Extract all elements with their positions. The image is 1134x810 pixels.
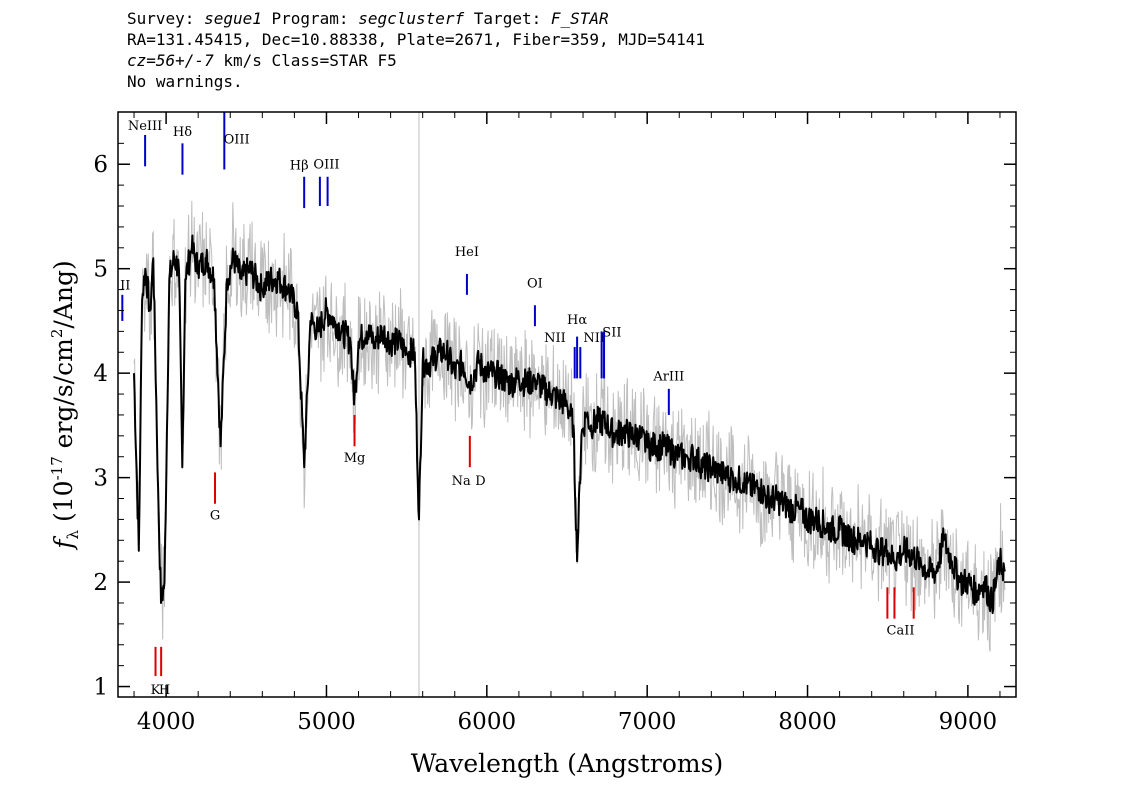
x-axis-title: Wavelength (Angstroms) xyxy=(411,749,723,778)
x-tick-label: 9000 xyxy=(939,709,998,735)
error-band-series xyxy=(133,200,1006,652)
target-label: Target: xyxy=(464,9,551,28)
y-tick-label: 1 xyxy=(93,675,108,701)
spectrum-header: Survey: segue1 Program: segclusterf Targ… xyxy=(127,8,705,92)
redshift-value: cz=56+/-7 xyxy=(127,51,214,70)
absorption-label-6: CaII xyxy=(887,623,915,638)
class-value: km/s Class=STAR F5 xyxy=(213,51,397,70)
absorption-label-2: G xyxy=(210,508,220,523)
y-tick-label: 5 xyxy=(93,257,108,283)
emission-label-0: NeIII xyxy=(128,119,162,134)
header-line-redshift: cz=56+/-7 km/s Class=STAR F5 xyxy=(127,50,705,71)
x-tick-label: 6000 xyxy=(458,709,517,735)
emission-label-14: II xyxy=(120,279,130,294)
flux-series xyxy=(133,234,1006,615)
header-line-coordinates: RA=131.45415, Dec=10.88338, Plate=2671, … xyxy=(127,30,705,49)
emission-label-5: OIII xyxy=(313,157,339,172)
y-axis-ticks: 1 2 3 4 5 6 xyxy=(93,142,1016,701)
program-value: segclusterf xyxy=(358,9,465,28)
x-axis-ticks: 4000 5000 6000 7000 8000 9000 xyxy=(133,112,1001,735)
x-tick-label: 4000 xyxy=(137,709,196,735)
absorption-label-0: K xyxy=(151,683,161,698)
absorption-label-4: Na xyxy=(452,474,471,489)
survey-label: Survey: xyxy=(127,9,205,28)
emission-label-9: Hα xyxy=(567,313,587,328)
emission-label-13: ArIII xyxy=(652,369,684,384)
header-line-survey: Survey: segue1 Program: segclusterf Targ… xyxy=(127,8,705,29)
y-axis-title: fλ (10-17 erg/s/cm2/Ang) xyxy=(48,260,82,550)
emission-label-3: Hβ xyxy=(290,158,309,173)
error-band-layer xyxy=(133,112,1006,697)
absorption-label-3: Mg xyxy=(344,451,366,466)
plot-frame xyxy=(117,111,1017,698)
emission-label-7: OI xyxy=(527,277,543,292)
target-value: F_STAR xyxy=(550,9,609,28)
absorption-label-1: H xyxy=(159,683,170,698)
absorption-label-5: D xyxy=(475,474,485,489)
y-tick-label: 2 xyxy=(93,570,108,596)
emission-label-2: OIII xyxy=(224,132,250,147)
y-tick-label: 4 xyxy=(93,361,108,387)
emission-label-6: HeI xyxy=(455,245,479,260)
x-tick-label: 7000 xyxy=(618,709,677,735)
emission-label-1: Hδ xyxy=(173,125,192,140)
emission-label-10: NII xyxy=(583,331,605,346)
x-tick-label: 5000 xyxy=(297,709,356,735)
emission-label-8: NII xyxy=(544,331,566,346)
header-line-warnings: No warnings. xyxy=(127,72,243,91)
survey-value: segue1 xyxy=(204,9,262,28)
x-tick-label: 8000 xyxy=(778,709,837,735)
flux-layer xyxy=(133,234,1006,615)
y-tick-label: 3 xyxy=(93,466,108,492)
program-label: Program: xyxy=(261,9,359,28)
emission-label-11: SII xyxy=(602,326,621,341)
y-tick-label: 6 xyxy=(93,152,108,178)
